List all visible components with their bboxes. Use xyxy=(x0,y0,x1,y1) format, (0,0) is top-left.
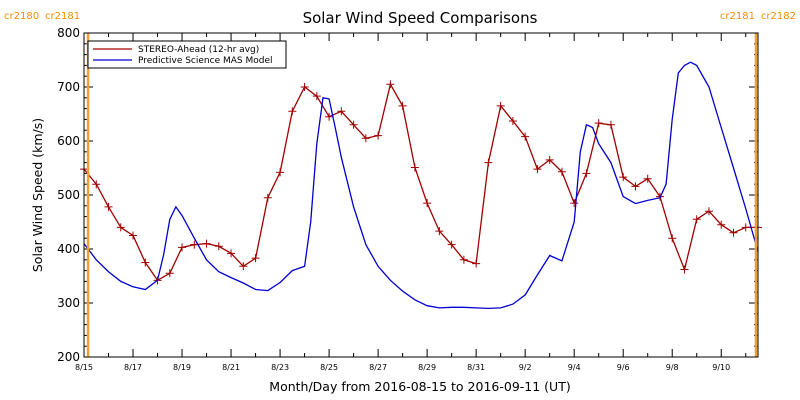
stereo-data-point xyxy=(606,120,615,129)
x-tick-label: 8/17 xyxy=(124,363,142,372)
x-tick-label: 8/21 xyxy=(222,363,240,372)
carrington-layer: cr2180 cr2181 cr2181 cr2182 xyxy=(4,11,796,357)
stereo-data-point xyxy=(214,242,223,251)
stereo-data-point xyxy=(190,240,199,249)
stereo-data-point xyxy=(423,199,432,208)
legend-box xyxy=(87,40,287,69)
stereo-data-point xyxy=(410,163,419,172)
x-tick-label: 8/23 xyxy=(271,363,289,372)
x-tick-label: 9/4 xyxy=(568,363,581,372)
stereo-data-point xyxy=(447,240,456,249)
stereo-data-point xyxy=(557,167,566,176)
stereo-data-point xyxy=(116,223,125,232)
x-tick-label: 8/15 xyxy=(75,363,93,372)
stereo-data-point xyxy=(178,243,187,252)
stereo-data-point xyxy=(643,174,652,183)
carrington-rotation-number: cr2180 xyxy=(4,11,39,22)
stereo-data-point xyxy=(202,239,211,248)
carrington-rotation-number: cr2181 xyxy=(45,11,80,22)
stereo-data-point xyxy=(165,269,174,278)
stereo-data-point xyxy=(239,262,248,271)
stereo-data-point xyxy=(631,182,640,191)
stereo-data-point xyxy=(92,180,101,189)
y-tick-label: 700 xyxy=(57,80,80,94)
legend-label: Predictive Science MAS Model xyxy=(138,56,273,66)
y-axis-title: Solar Wind Speed (km/s) xyxy=(30,118,45,272)
carrington-rotation-label: cr2181 cr2182 xyxy=(720,11,796,22)
legend-label: STEREO-Ahead (12-hr avg) xyxy=(138,45,259,55)
stereo-data-point xyxy=(398,101,407,110)
stereo-data-point xyxy=(545,155,554,164)
stereo-data-point xyxy=(484,158,493,167)
y-tick-label: 500 xyxy=(57,188,80,202)
stereo-data-point xyxy=(582,169,591,178)
stereo-data-point xyxy=(472,259,481,268)
stereo-data-point xyxy=(386,80,395,89)
y-tick-label: 600 xyxy=(57,134,80,148)
stereo-data-point xyxy=(594,119,603,128)
stereo-data-point xyxy=(141,258,150,267)
x-tick-label: 8/29 xyxy=(418,363,436,372)
plot-frame xyxy=(83,32,759,358)
stereo-data-point xyxy=(276,168,285,177)
y-tick-label: 300 xyxy=(57,296,80,310)
stereo-data-point xyxy=(312,92,321,101)
stereo-data-point xyxy=(729,228,738,237)
x-tick-label: 9/2 xyxy=(519,363,532,372)
x-axis-title: Month/Day from 2016-08-15 to 2016-09-11 … xyxy=(269,379,570,394)
stereo-data-point xyxy=(435,227,444,236)
stereo-data-point xyxy=(349,120,358,129)
y-tick-label: 800 xyxy=(57,26,80,40)
carrington-rotation-number: cr2181 xyxy=(720,11,755,22)
carrington-rotation-number: cr2182 xyxy=(761,11,796,22)
stereo-data-point xyxy=(717,220,726,229)
stereo-data-point xyxy=(619,173,628,182)
stereo-data-point xyxy=(374,131,383,140)
stereo-data-point xyxy=(570,199,579,208)
x-tick-label: 9/10 xyxy=(712,363,730,372)
series-layer xyxy=(80,61,762,310)
stereo-data-point xyxy=(459,255,468,264)
stereo-data-point xyxy=(251,254,260,263)
stereo-data-point xyxy=(704,207,713,216)
stereo-data-point xyxy=(227,249,236,258)
stereo-data-point xyxy=(741,223,750,232)
mas-model-line xyxy=(83,61,759,310)
stereo-data-point xyxy=(533,165,542,174)
stereo-data-point xyxy=(325,112,334,121)
x-tick-label: 9/6 xyxy=(617,363,630,372)
x-tick-label: 8/31 xyxy=(467,363,485,372)
chart-title: Solar Wind Speed Comparisons xyxy=(303,9,538,27)
stereo-data-point xyxy=(337,107,346,116)
stereo-data-point xyxy=(680,265,689,274)
y-tick-label: 200 xyxy=(57,350,80,364)
x-tick-label: 8/19 xyxy=(173,363,191,372)
stereo-data-point xyxy=(692,215,701,224)
stereo-data-point xyxy=(361,134,370,143)
stereo-data-point xyxy=(263,193,272,202)
x-tick-label: 9/8 xyxy=(666,363,679,372)
stereo-data-point xyxy=(521,132,530,141)
stereo-data-point xyxy=(668,234,677,243)
stereo-ahead-line xyxy=(83,82,758,282)
stereo-data-point xyxy=(496,101,505,110)
x-tick-label: 8/27 xyxy=(369,363,387,372)
stereo-data-point xyxy=(104,202,113,211)
stereo-data-point xyxy=(300,83,309,91)
stereo-data-point xyxy=(129,231,138,240)
stereo-data-point xyxy=(288,107,297,116)
x-tick-label: 8/25 xyxy=(320,363,338,372)
carrington-rotation-label: cr2180 cr2181 xyxy=(4,11,80,22)
stereo-data-point xyxy=(508,117,517,126)
y-tick-label: 400 xyxy=(57,242,80,256)
legend: STEREO-Ahead (12-hr avg)Predictive Scien… xyxy=(87,40,287,69)
